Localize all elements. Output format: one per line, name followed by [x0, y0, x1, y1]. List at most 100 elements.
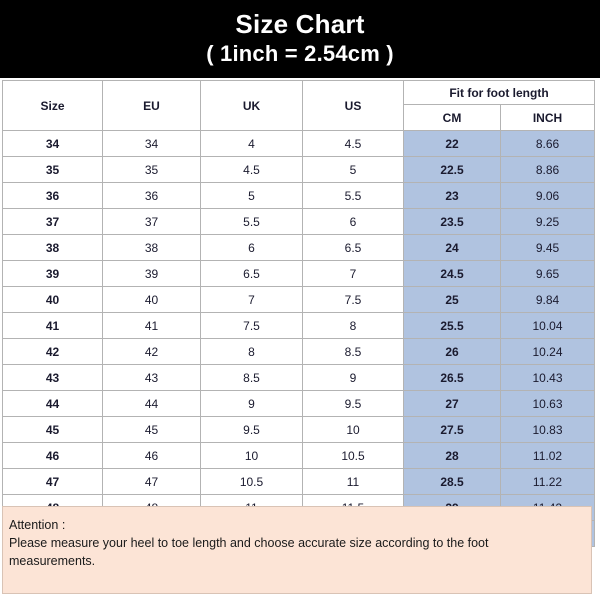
cell-size: 41 — [2, 312, 103, 339]
column-header-group-fit-for-foot-length: Fit for foot length — [403, 80, 595, 105]
table-row: 42 42 8 8.5 26 10.24 — [2, 338, 595, 365]
cell-eu: 44 — [102, 390, 201, 417]
cell-uk: 4 — [200, 130, 303, 157]
cell-eu: 46 — [102, 442, 201, 469]
cell-us: 10 — [302, 416, 404, 443]
cell-uk: 4.5 — [200, 156, 303, 183]
page-title: Size Chart — [235, 9, 365, 39]
cell-eu: 39 — [102, 260, 201, 287]
cell-size: 38 — [2, 234, 103, 261]
cell-uk: 10.5 — [200, 468, 303, 495]
column-header-size: Size — [2, 80, 103, 131]
cell-inch: 10.63 — [500, 390, 595, 417]
column-header-uk: UK — [200, 80, 303, 131]
cell-eu: 38 — [102, 234, 201, 261]
cell-cm: 28 — [403, 442, 501, 469]
cell-size: 34 — [2, 130, 103, 157]
table-row: 45 45 9.5 10 27.5 10.83 — [2, 416, 595, 443]
cell-cm: 27 — [403, 390, 501, 417]
cell-uk: 10 — [200, 442, 303, 469]
attention-note: Attention : Please measure your heel to … — [2, 506, 592, 594]
cell-size: 40 — [2, 286, 103, 313]
table-header: Size EU UK US Fit for foot length CM INC… — [2, 80, 595, 131]
cell-inch: 10.83 — [500, 416, 595, 443]
cell-eu: 37 — [102, 208, 201, 235]
cell-inch: 9.84 — [500, 286, 595, 313]
table-row: 46 46 10 10.5 28 11.02 — [2, 442, 595, 469]
cell-cm: 23.5 — [403, 208, 501, 235]
title-banner: Size Chart ( 1inch = 2.54cm ) — [0, 0, 600, 78]
cell-inch: 10.24 — [500, 338, 595, 365]
cell-cm: 25 — [403, 286, 501, 313]
cell-uk: 7 — [200, 286, 303, 313]
cell-size: 44 — [2, 390, 103, 417]
table-row: 34 34 4 4.5 22 8.66 — [2, 130, 595, 157]
size-table: Size EU UK US Fit for foot length CM INC… — [2, 80, 595, 547]
cell-us: 7.5 — [302, 286, 404, 313]
attention-line-2: measurements. — [9, 554, 96, 568]
column-header-inch: INCH — [500, 104, 595, 131]
cell-inch: 10.04 — [500, 312, 595, 339]
cell-inch: 11.02 — [500, 442, 595, 469]
table-row: 44 44 9 9.5 27 10.63 — [2, 390, 595, 417]
cell-inch: 9.65 — [500, 260, 595, 287]
cell-inch: 8.66 — [500, 130, 595, 157]
cell-cm: 28.5 — [403, 468, 501, 495]
table-row: 41 41 7.5 8 25.5 10.04 — [2, 312, 595, 339]
cell-cm: 27.5 — [403, 416, 501, 443]
table-row: 36 36 5 5.5 23 9.06 — [2, 182, 595, 209]
cell-eu: 41 — [102, 312, 201, 339]
cell-eu: 47 — [102, 468, 201, 495]
cell-cm: 23 — [403, 182, 501, 209]
cell-size: 42 — [2, 338, 103, 365]
cell-cm: 26.5 — [403, 364, 501, 391]
cell-us: 4.5 — [302, 130, 404, 157]
cell-eu: 36 — [102, 182, 201, 209]
cell-size: 39 — [2, 260, 103, 287]
cell-us: 6.5 — [302, 234, 404, 261]
header-row-secondary: CM INCH — [3, 104, 595, 131]
cell-size: 37 — [2, 208, 103, 235]
cell-size: 43 — [2, 364, 103, 391]
attention-line-1: Please measure your heel to toe length a… — [9, 536, 489, 550]
header-row-primary: Size EU UK US Fit for foot length — [2, 80, 595, 131]
table-row: 35 35 4.5 5 22.5 8.86 — [2, 156, 595, 183]
cell-inch: 8.86 — [500, 156, 595, 183]
cell-inch: 11.22 — [500, 468, 595, 495]
table-row: 37 37 5.5 6 23.5 9.25 — [2, 208, 595, 235]
cell-us: 6 — [302, 208, 404, 235]
attention-heading: Attention : — [9, 518, 66, 532]
column-header-eu: EU — [102, 80, 201, 131]
cell-us: 7 — [302, 260, 404, 287]
cell-cm: 22.5 — [403, 156, 501, 183]
cell-size: 35 — [2, 156, 103, 183]
cell-uk: 6.5 — [200, 260, 303, 287]
cell-us: 10.5 — [302, 442, 404, 469]
column-header-us: US — [302, 80, 404, 131]
cell-size: 47 — [2, 468, 103, 495]
cell-us: 9 — [302, 364, 404, 391]
page-subtitle: ( 1inch = 2.54cm ) — [206, 41, 394, 66]
cell-size: 45 — [2, 416, 103, 443]
cell-eu: 34 — [102, 130, 201, 157]
cell-eu: 35 — [102, 156, 201, 183]
cell-eu: 45 — [102, 416, 201, 443]
table-body: 34 34 4 4.5 22 8.66 35 35 4.5 5 22.5 8.86 36 36 5 5.5 23… — [2, 130, 595, 547]
cell-inch: 9.45 — [500, 234, 595, 261]
cell-uk: 7.5 — [200, 312, 303, 339]
cell-uk: 5.5 — [200, 208, 303, 235]
cell-cm: 25.5 — [403, 312, 501, 339]
cell-uk: 8.5 — [200, 364, 303, 391]
cell-cm: 26 — [403, 338, 501, 365]
table-row: 39 39 6.5 7 24.5 9.65 — [2, 260, 595, 287]
cell-eu: 42 — [102, 338, 201, 365]
cell-inch: 10.43 — [500, 364, 595, 391]
cell-eu: 43 — [102, 364, 201, 391]
cell-us: 8.5 — [302, 338, 404, 365]
cell-size: 36 — [2, 182, 103, 209]
cell-uk: 5 — [200, 182, 303, 209]
cell-us: 5.5 — [302, 182, 404, 209]
column-header-cm: CM — [403, 104, 501, 131]
cell-us: 9.5 — [302, 390, 404, 417]
